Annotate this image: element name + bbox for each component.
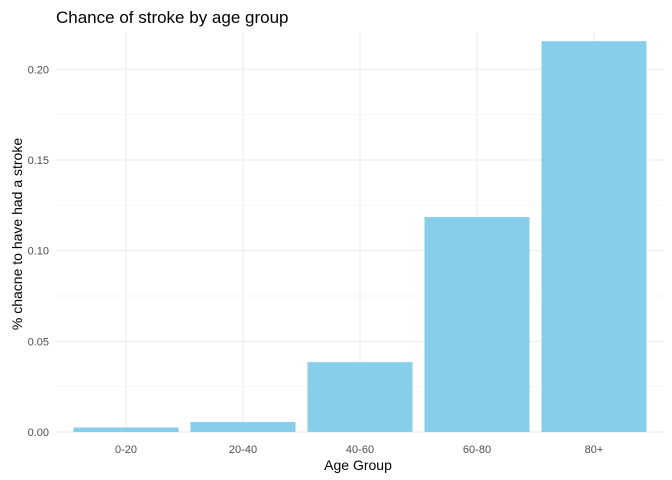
y-tick-label: 0.15 [28, 155, 49, 167]
bar-60-80 [424, 217, 530, 432]
y-axis-title: % chacne to have had a stroke [9, 138, 25, 330]
x-tick-label: 80+ [585, 444, 604, 456]
y-tick-label: 0.00 [28, 427, 49, 439]
x-axis-title: Age Group [324, 457, 392, 473]
chart-title: Chance of stroke by age group [56, 8, 288, 27]
y-tick-label: 0.10 [28, 246, 49, 258]
x-tick-label: 20-40 [229, 444, 257, 456]
y-tick-labels: 0.00 0.05 0.10 0.15 0.20 [28, 64, 49, 439]
bar-20-40 [190, 422, 296, 432]
bars [73, 41, 647, 432]
x-tick-label: 40-60 [346, 444, 374, 456]
bar-80+ [541, 41, 647, 432]
y-tick-label: 0.20 [28, 64, 49, 76]
y-tick-label: 0.05 [28, 336, 49, 348]
x-tick-label: 0-20 [115, 444, 137, 456]
x-tick-labels: 0-20 20-40 40-60 60-80 80+ [115, 444, 603, 456]
bar-40-60 [307, 362, 413, 432]
x-tick-label: 60-80 [463, 444, 491, 456]
bar-0-20 [73, 427, 179, 432]
